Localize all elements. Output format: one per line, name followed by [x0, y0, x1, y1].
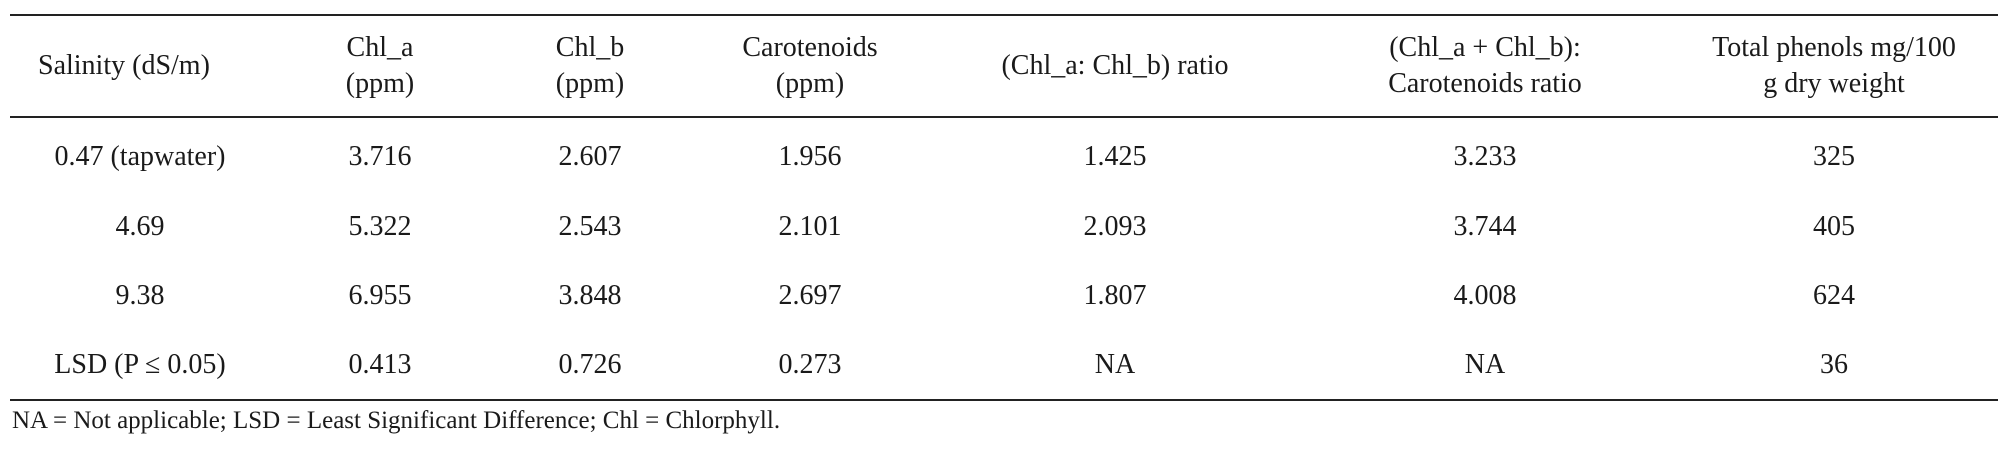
cell-chl-b: 3.848	[558, 279, 622, 311]
cell-carotenoids: 2.697	[778, 279, 842, 311]
table-header: Salinity (dS/m) Chl_a (ppm) Chl_b (ppm) Ca…	[10, 16, 1998, 116]
header-chl-a-line1: Chl_a	[346, 32, 414, 63]
cell-total-phenols: 624	[1813, 279, 1855, 311]
header-chl-carotenoids-ratio: (Chl_a + Chl_b): Carotenoids ratio	[1300, 16, 1670, 116]
cell-chl-carotenoids-ratio: 4.008	[1453, 279, 1517, 311]
cell-carotenoids: 1.956	[778, 141, 842, 172]
header-chl-carotenoids-ratio-line1: (Chl_a + Chl_b):	[1389, 32, 1581, 63]
cell-chl-ratio: NA	[1094, 348, 1136, 380]
cell-chl-a: 3.716	[348, 141, 412, 172]
header-total-phenols: Total phenols mg/100 g dry weight	[1670, 16, 1998, 116]
header-carotenoids: Carotenoids (ppm)	[690, 16, 930, 116]
header-salinity: Salinity (dS/m)	[10, 16, 270, 116]
cell-chl-carotenoids-ratio: 3.744	[1453, 210, 1517, 242]
table-row: 4.69 5.322 2.543 2.101 2.093 3.744 405	[10, 192, 1998, 261]
header-chl-carotenoids-ratio-line2: Carotenoids ratio	[1388, 68, 1582, 99]
cell-salinity: 4.69	[115, 210, 165, 242]
table-row: 9.38 6.955 3.848 2.697 1.807 4.008 624	[10, 261, 1998, 330]
cell-chl-carotenoids-ratio: NA	[1464, 348, 1506, 380]
header-chl-b: Chl_b (ppm)	[490, 16, 690, 116]
header-total-phenols-line2: g dry weight	[1763, 68, 1905, 99]
cell-salinity: 0.47 (tapwater)	[54, 141, 226, 172]
table-footnote: NA = Not applicable; LSD = Least Signifi…	[12, 407, 781, 434]
cell-chl-b: 0.726	[558, 348, 622, 380]
header-salinity-label: Salinity (dS/m)	[38, 50, 210, 81]
header-chl-a-line2: (ppm)	[345, 68, 415, 99]
cell-total-phenols: 325	[1813, 141, 1855, 172]
cell-chl-b: 2.607	[558, 141, 622, 172]
data-table-container: Salinity (dS/m) Chl_a (ppm) Chl_b (ppm) Ca…	[10, 14, 1998, 401]
cell-chl-b: 2.543	[558, 210, 622, 242]
header-carotenoids-line2: (ppm)	[775, 68, 845, 99]
cell-chl-a: 6.955	[348, 279, 412, 311]
cell-chl-carotenoids-ratio: 3.233	[1453, 141, 1517, 172]
cell-chl-ratio: 2.093	[1083, 210, 1147, 242]
header-chl-b-line1: Chl_b	[555, 32, 625, 63]
table-row: LSD (P ≤ 0.05) 0.413 0.726 0.273 NA NA 3…	[10, 330, 1998, 399]
header-row: Salinity (dS/m) Chl_a (ppm) Chl_b (ppm) Ca…	[10, 16, 1998, 116]
data-table: Salinity (dS/m) Chl_a (ppm) Chl_b (ppm) Ca…	[10, 16, 1998, 116]
header-chl-b-line2: (ppm)	[555, 68, 625, 99]
cell-chl-a: 0.413	[348, 348, 412, 380]
cell-total-phenols: 36	[1820, 348, 1848, 380]
cell-salinity: LSD (P ≤ 0.05)	[54, 348, 226, 380]
cell-chl-a: 5.322	[348, 210, 412, 242]
cell-chl-ratio: 1.807	[1083, 279, 1147, 311]
header-rule	[10, 116, 1998, 118]
header-chl-ratio: (Chl_a: Chl_b) ratio	[930, 16, 1300, 116]
data-table-body: 0.47 (tapwater) 3.716 2.607 1.956 1.425 …	[10, 118, 1998, 399]
header-chl-a: Chl_a (ppm)	[270, 16, 490, 116]
header-carotenoids-line1: Carotenoids	[742, 32, 878, 63]
cell-carotenoids: 2.101	[778, 210, 842, 242]
table-body: 0.47 (tapwater) 3.716 2.607 1.956 1.425 …	[10, 118, 1998, 399]
top-rule	[10, 14, 1998, 16]
table-row: 0.47 (tapwater) 3.716 2.607 1.956 1.425 …	[10, 118, 1998, 192]
cell-salinity: 9.38	[115, 279, 165, 311]
bottom-rule	[10, 399, 1998, 401]
cell-carotenoids: 0.273	[778, 348, 842, 380]
header-chl-ratio-label: (Chl_a: Chl_b) ratio	[1001, 50, 1229, 81]
cell-chl-ratio: 1.425	[1083, 141, 1147, 172]
cell-total-phenols: 405	[1813, 210, 1855, 242]
header-total-phenols-line1: Total phenols mg/100	[1712, 32, 1956, 63]
